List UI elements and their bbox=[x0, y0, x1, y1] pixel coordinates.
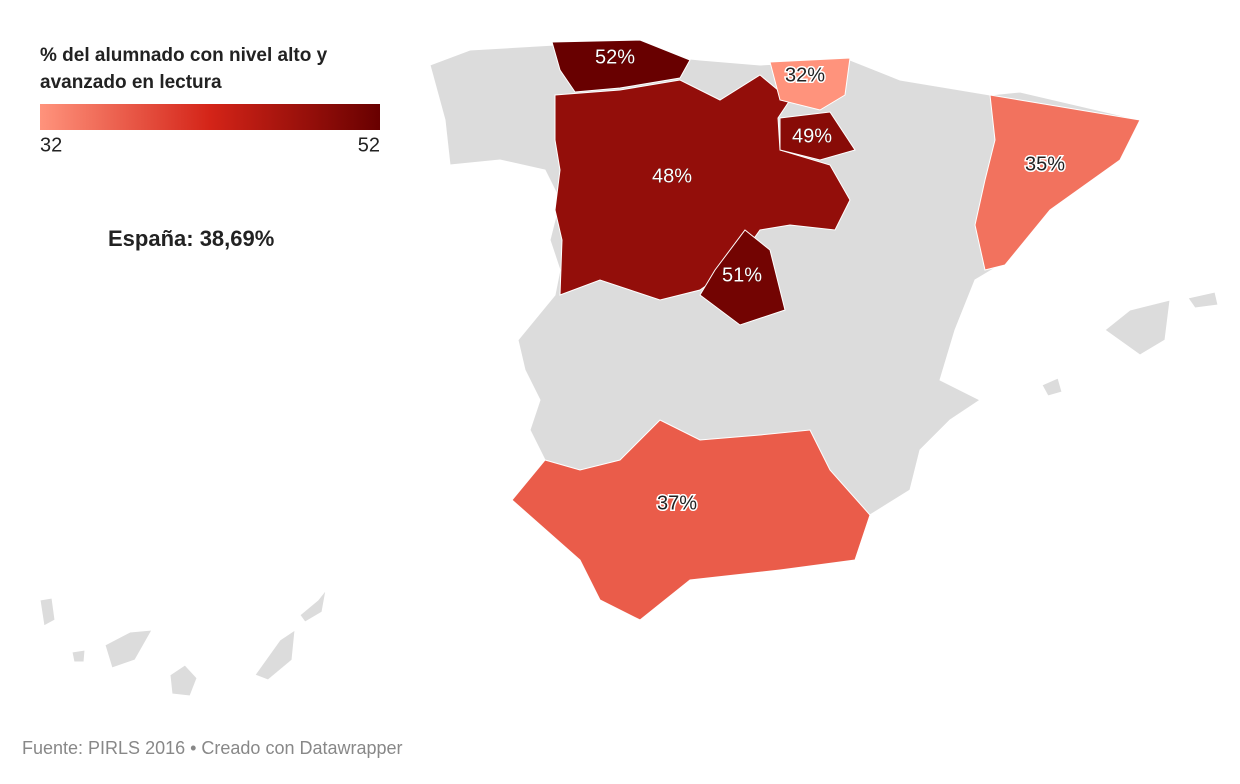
region bbox=[974, 94, 1141, 271]
land bbox=[299, 589, 327, 623]
region bbox=[779, 111, 856, 161]
value-label: 49% bbox=[792, 125, 832, 147]
land bbox=[1104, 299, 1171, 356]
value-label: 32% bbox=[785, 64, 825, 86]
value-label: 51% bbox=[722, 264, 762, 286]
legend-max: 52 bbox=[358, 134, 380, 156]
land bbox=[254, 628, 296, 681]
value-label: 37% bbox=[657, 492, 697, 514]
land bbox=[169, 664, 198, 697]
land bbox=[1187, 291, 1219, 309]
legend-min: 32 bbox=[40, 134, 62, 156]
region bbox=[511, 419, 871, 621]
land bbox=[39, 597, 56, 627]
region bbox=[551, 39, 691, 93]
annotation: España: 38,69% bbox=[108, 226, 275, 251]
value-label: 52% bbox=[595, 46, 635, 68]
land bbox=[71, 649, 86, 663]
legend-title: % del alumnado con nivel alto y avanzado… bbox=[40, 45, 328, 93]
value-label: 35% bbox=[1025, 153, 1065, 175]
value-label: 48% bbox=[652, 165, 692, 187]
land bbox=[1041, 377, 1063, 397]
region bbox=[554, 74, 851, 301]
land bbox=[104, 629, 153, 669]
region bbox=[699, 229, 786, 326]
legend-bar bbox=[40, 104, 380, 130]
source: Fuente: PIRLS 2016 • Creado con Datawrap… bbox=[22, 738, 403, 758]
region bbox=[769, 57, 851, 111]
